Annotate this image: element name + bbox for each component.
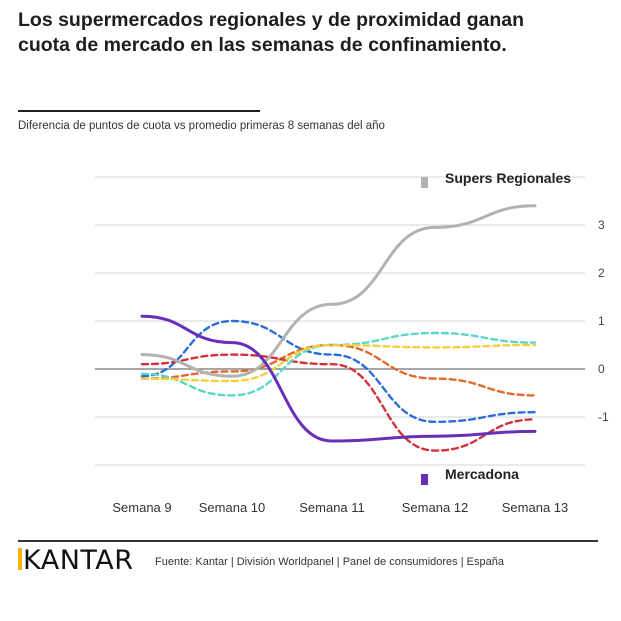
y-tick-label: 2 [598,266,605,280]
series-line-rojo [140,353,537,452]
source-note: Fuente: Kantar | División Worldpanel | P… [155,556,504,568]
logo-text: KANTAR [23,545,134,576]
legend-swatch-supers-regionales [421,177,428,188]
x-tick-label: Semana 13 [502,500,569,515]
kantar-logo: KANTAR [18,545,134,576]
y-tick-label: 0 [598,362,605,376]
x-tick-label: Semana 9 [112,500,171,515]
title-divider [18,110,260,112]
series-line-supers-regionales [140,204,537,378]
series-line-mercadona [140,314,537,443]
legend-swatch-mercadona [421,474,428,485]
chart-title: Los supermercados regionales y de proxim… [18,9,525,56]
y-tick-label: 1 [598,314,605,328]
x-tick-label: Semana 11 [299,500,365,515]
annotation-mercadona: Mercadona [445,466,519,482]
x-tick-label: Semana 12 [402,500,469,515]
logo-accent-bar [18,548,22,570]
series-line-turquesa [140,331,537,397]
y-tick-label: 3 [598,218,605,232]
series-line-amarillo [140,343,537,383]
annotation-supers-regionales: Supers Regionales [445,170,571,186]
x-tick-label: Semana 10 [199,500,266,515]
footer-divider [18,540,598,542]
chart-subtitle: Diferencia de puntos de cuota vs promedi… [18,120,385,132]
line-chart: 3 2 1 0 -1 Semana 9 Semana 10 Semana 11 Semana 1… [95,170,609,515]
y-tick-label: -1 [598,410,609,424]
